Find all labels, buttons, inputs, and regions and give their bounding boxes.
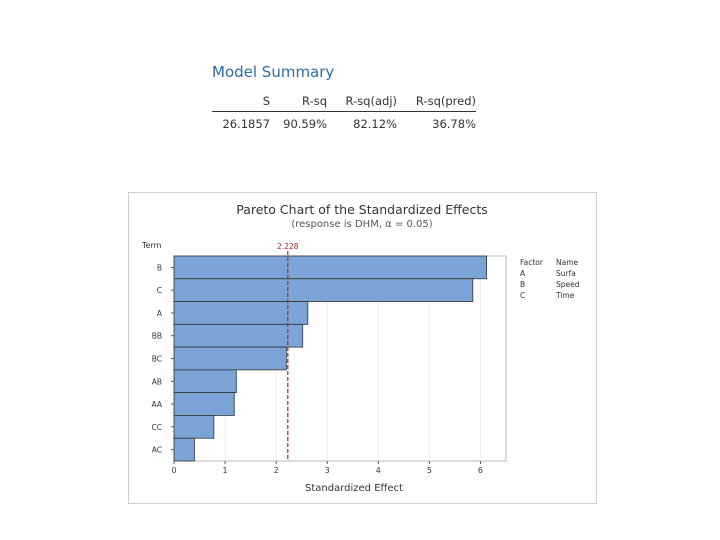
y-axis-label: Term: [141, 241, 162, 250]
x-tick-label: 5: [427, 466, 432, 475]
legend-factor-b: B: [520, 280, 525, 289]
legend-factor-a: A: [520, 269, 526, 278]
chart-subtitle: (response is DHM, α = 0.05): [291, 219, 432, 230]
legend-header-factor: Factor: [520, 258, 544, 267]
legend-header-name: Name: [556, 258, 579, 267]
y-tick-label: AB: [152, 377, 162, 386]
y-tick-label: AA: [152, 400, 163, 409]
bar-bb: [173, 323, 304, 348]
bar-aa: [173, 392, 235, 416]
y-tick-label: A: [157, 309, 163, 318]
summary-header-row: S R-sq R-sq(adj) R-sq(pred): [212, 94, 476, 112]
summary-header-rsq: R-sq: [270, 94, 327, 112]
bar-ab: [173, 369, 237, 394]
pareto-chart: Pareto Chart of the Standardized Effects…: [141, 202, 580, 494]
summary-header-s: S: [212, 94, 270, 112]
bar-b: [173, 255, 487, 280]
x-tick-label: 1: [223, 466, 228, 475]
summary-value-s: 26.1857: [222, 117, 270, 131]
x-axis-label: Standardized Effect: [305, 483, 403, 494]
y-tick-label: B: [157, 263, 162, 272]
y-tick-label: C: [157, 286, 162, 295]
summary-value-rsq-pred: 36.78%: [432, 117, 476, 131]
x-tick-label: 2: [274, 466, 279, 475]
summary-value-rsq: 90.59%: [283, 117, 327, 131]
y-tick-label: BB: [152, 332, 162, 341]
y-tick-label: CC: [152, 423, 162, 432]
bar-cc: [173, 415, 215, 439]
bar-ac: [173, 437, 195, 462]
model-summary-title: Model Summary: [212, 63, 335, 81]
x-tick-label: 6: [478, 466, 483, 475]
x-tick-label: 0: [171, 466, 176, 475]
y-tick-label: BC: [152, 355, 162, 364]
summary-header-rsq-pred: R-sq(pred): [397, 94, 476, 112]
pareto-chart-panel: Pareto Chart of the Standardized Effects…: [128, 192, 597, 504]
reference-line-label: 2.228: [277, 242, 299, 251]
summary-header-rsq-adj: R-sq(adj): [327, 94, 397, 112]
bar-bc: [173, 346, 287, 371]
legend-name-b: Speed: [556, 280, 580, 289]
y-tick-label: AC: [152, 446, 162, 455]
legend-factor-c: C: [520, 291, 525, 300]
legend-name-a: Surfa: [556, 269, 576, 278]
legend-name-c: Time: [555, 291, 575, 300]
summary-value-rsq-adj: 82.12%: [353, 117, 397, 131]
chart-title: Pareto Chart of the Standardized Effects: [236, 202, 488, 217]
summary-value-row: 26.1857 90.59% 82.12% 36.78%: [212, 112, 476, 131]
x-tick-label: 4: [376, 466, 381, 475]
x-tick-label: 3: [325, 466, 330, 475]
model-summary-table: S R-sq R-sq(adj) R-sq(pred) 26.1857 90.5…: [212, 94, 476, 131]
bar-c: [173, 278, 474, 302]
